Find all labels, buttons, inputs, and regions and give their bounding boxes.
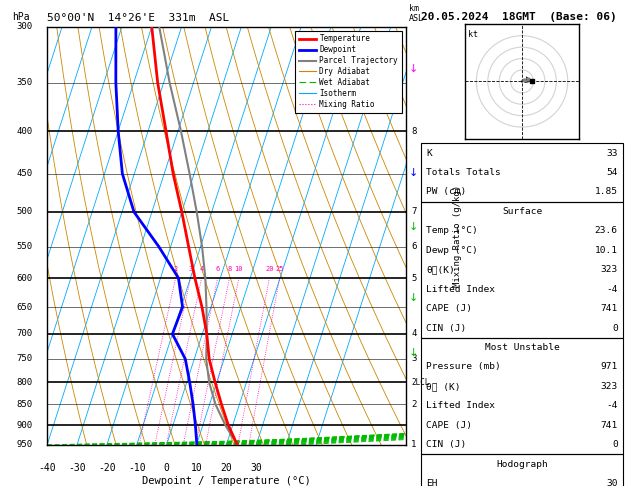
Text: 1.85: 1.85 xyxy=(594,188,618,196)
Text: 350: 350 xyxy=(17,78,33,87)
Text: 800: 800 xyxy=(17,378,33,387)
Text: 20.05.2024  18GMT  (Base: 06): 20.05.2024 18GMT (Base: 06) xyxy=(421,12,617,22)
Text: 4: 4 xyxy=(199,266,204,272)
Text: θᴄ (K): θᴄ (K) xyxy=(426,382,461,391)
Text: θᴄ(K): θᴄ(K) xyxy=(426,265,455,274)
Text: 50°00'N  14°26'E  331m  ASL: 50°00'N 14°26'E 331m ASL xyxy=(47,13,230,23)
Text: CIN (J): CIN (J) xyxy=(426,324,467,332)
Text: CIN (J): CIN (J) xyxy=(426,440,467,449)
Text: 3: 3 xyxy=(189,266,192,272)
Text: EH: EH xyxy=(426,479,438,486)
Text: 323: 323 xyxy=(601,265,618,274)
Text: 650: 650 xyxy=(17,303,33,312)
Text: 6: 6 xyxy=(411,242,416,251)
Text: 7: 7 xyxy=(411,208,416,216)
Text: 323: 323 xyxy=(601,382,618,391)
Text: 700: 700 xyxy=(17,330,33,338)
Text: 750: 750 xyxy=(17,354,33,364)
Text: km
ASL: km ASL xyxy=(409,4,425,22)
Text: 33: 33 xyxy=(606,149,618,157)
Text: Dewp (°C): Dewp (°C) xyxy=(426,246,478,255)
Text: CAPE (J): CAPE (J) xyxy=(426,304,472,313)
Text: -4: -4 xyxy=(606,285,618,294)
Text: 20: 20 xyxy=(265,266,274,272)
Text: 300: 300 xyxy=(17,22,33,31)
Text: -10: -10 xyxy=(128,464,146,473)
Text: -40: -40 xyxy=(38,464,56,473)
Text: 10.1: 10.1 xyxy=(594,246,618,255)
Text: Mixing Ratio (g/kg): Mixing Ratio (g/kg) xyxy=(453,185,462,287)
Text: CAPE (J): CAPE (J) xyxy=(426,421,472,430)
Text: 2: 2 xyxy=(411,400,416,409)
Text: Surface: Surface xyxy=(502,207,542,216)
Text: 500: 500 xyxy=(17,208,33,216)
Text: 30: 30 xyxy=(250,464,262,473)
Text: Temp (°C): Temp (°C) xyxy=(426,226,478,235)
Text: 10: 10 xyxy=(235,266,243,272)
Text: 10: 10 xyxy=(191,464,203,473)
Text: Most Unstable: Most Unstable xyxy=(485,343,559,352)
Text: -30: -30 xyxy=(68,464,86,473)
Text: Dewpoint / Temperature (°C): Dewpoint / Temperature (°C) xyxy=(142,476,311,486)
Text: 6: 6 xyxy=(216,266,220,272)
Text: ↓: ↓ xyxy=(409,348,418,358)
Text: Lifted Index: Lifted Index xyxy=(426,285,496,294)
Text: 600: 600 xyxy=(17,274,33,282)
Text: 0: 0 xyxy=(612,440,618,449)
Text: 5: 5 xyxy=(411,274,416,282)
Text: Totals Totals: Totals Totals xyxy=(426,168,501,177)
Text: 2: 2 xyxy=(174,266,178,272)
Text: 1: 1 xyxy=(411,440,416,449)
Text: ↓: ↓ xyxy=(409,223,418,232)
Text: 741: 741 xyxy=(601,304,618,313)
Text: 25: 25 xyxy=(276,266,284,272)
Text: 23.6: 23.6 xyxy=(594,226,618,235)
Text: 54: 54 xyxy=(606,168,618,177)
Text: 550: 550 xyxy=(17,242,33,251)
Text: K: K xyxy=(426,149,432,157)
Text: 741: 741 xyxy=(601,421,618,430)
Text: hPa: hPa xyxy=(13,12,30,22)
Text: 2LCL: 2LCL xyxy=(411,378,430,387)
Text: ↓: ↓ xyxy=(409,64,418,73)
Text: Lifted Index: Lifted Index xyxy=(426,401,496,410)
Text: 450: 450 xyxy=(17,169,33,178)
Text: 8: 8 xyxy=(411,126,416,136)
Text: 971: 971 xyxy=(601,363,618,371)
Text: 30: 30 xyxy=(606,479,618,486)
Legend: Temperature, Dewpoint, Parcel Trajectory, Dry Adiabat, Wet Adiabat, Isotherm, Mi: Temperature, Dewpoint, Parcel Trajectory… xyxy=(295,31,402,113)
Text: 4: 4 xyxy=(411,330,416,338)
Text: -4: -4 xyxy=(606,401,618,410)
Text: PW (cm): PW (cm) xyxy=(426,188,467,196)
Text: ↓: ↓ xyxy=(409,294,418,303)
Text: -20: -20 xyxy=(98,464,116,473)
Text: 8: 8 xyxy=(227,266,231,272)
Text: 950: 950 xyxy=(17,440,33,449)
Text: kt: kt xyxy=(469,30,479,39)
Text: Pressure (mb): Pressure (mb) xyxy=(426,363,501,371)
Text: 0: 0 xyxy=(612,324,618,332)
Text: ↓: ↓ xyxy=(409,168,418,178)
Text: 0: 0 xyxy=(164,464,170,473)
Text: 20: 20 xyxy=(221,464,232,473)
Text: Hodograph: Hodograph xyxy=(496,460,548,469)
Text: 3: 3 xyxy=(411,354,416,364)
Text: 400: 400 xyxy=(17,126,33,136)
Text: 850: 850 xyxy=(17,400,33,409)
Text: 900: 900 xyxy=(17,420,33,430)
